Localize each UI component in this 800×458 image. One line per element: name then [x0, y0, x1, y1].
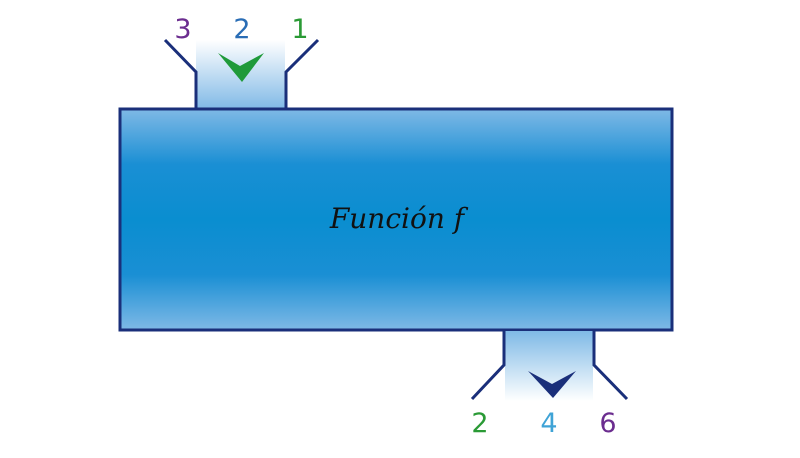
- function-label: Función f: [329, 202, 469, 235]
- output-number-4: 4: [540, 408, 557, 439]
- output-number-6: 6: [599, 408, 616, 439]
- output-chute-right-wall: [592, 331, 629, 401]
- output-number-2: 2: [471, 408, 488, 439]
- input-chute-right-wall: [284, 38, 320, 109]
- function-machine-body: [118, 107, 674, 332]
- input-arrow-icon: [218, 53, 264, 82]
- input-chute-left-wall: [163, 38, 198, 109]
- output-arrow-icon: [528, 371, 576, 398]
- output-chute-left-wall: [470, 331, 506, 401]
- input-number-2: 2: [233, 14, 250, 45]
- input-number-1: 1: [291, 14, 308, 45]
- input-number-3: 3: [174, 14, 191, 45]
